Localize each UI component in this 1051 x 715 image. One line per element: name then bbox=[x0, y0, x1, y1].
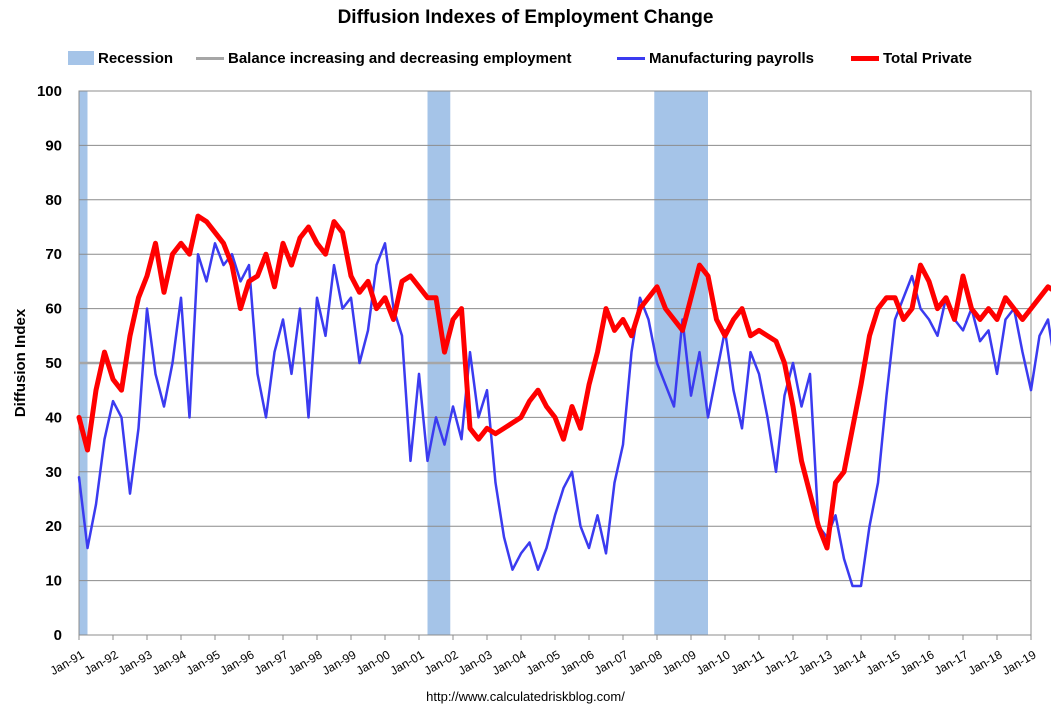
y-tick-label: 80 bbox=[45, 192, 62, 209]
x-tick-label: Jan-98 bbox=[286, 647, 325, 678]
legend-label-recession: Recession bbox=[98, 49, 174, 67]
chart-title: Diffusion Indexes of Employment Change bbox=[337, 7, 714, 28]
x-tick-label: Jan-14 bbox=[830, 647, 869, 678]
total-private-line bbox=[76, 213, 1051, 551]
source-url: http://www.calculatedriskblog.com/ bbox=[426, 689, 625, 704]
y-tick-label: 10 bbox=[45, 573, 62, 590]
x-tick-label: Jan-11 bbox=[728, 647, 766, 677]
x-tick-label: Jan-96 bbox=[218, 647, 257, 678]
manufacturing-swatch bbox=[617, 56, 645, 60]
legend-item-recession: Recession bbox=[68, 47, 173, 69]
x-tick-label: Jan-04 bbox=[490, 647, 529, 678]
x-tick-label: Jan-01 bbox=[388, 647, 427, 678]
x-tick-label: Jan-97 bbox=[252, 647, 291, 678]
balance-swatch bbox=[196, 56, 224, 60]
x-tick-label: Jan-02 bbox=[422, 647, 461, 678]
y-tick-label: 50 bbox=[45, 355, 62, 372]
legend-label-manufacturing: Manufacturing payrolls bbox=[649, 49, 815, 67]
x-tick-label: Jan-95 bbox=[184, 647, 223, 678]
x-tick-label: Jan-19 bbox=[1000, 647, 1039, 678]
x-tick-label: Jan-12 bbox=[762, 647, 801, 678]
x-tick-label: Jan-17 bbox=[932, 647, 971, 678]
x-tick-label: Jan-15 bbox=[864, 647, 903, 678]
legend-label-balance: Balance increasing and decreasing employ… bbox=[228, 49, 572, 67]
y-tick-label: 60 bbox=[45, 301, 62, 318]
y-tick-label: 30 bbox=[45, 464, 62, 481]
x-tick-label: Jan-94 bbox=[150, 647, 189, 678]
x-tick-label: Jan-91 bbox=[48, 647, 87, 678]
x-tick-label: Jan-07 bbox=[592, 647, 631, 678]
x-tick-label: Jan-13 bbox=[796, 647, 835, 678]
y-tick-label: 100 bbox=[37, 83, 62, 100]
x-tick-label: Jan-99 bbox=[320, 647, 359, 678]
x-tick-label: Jan-08 bbox=[626, 647, 665, 678]
y-tick-label: 20 bbox=[45, 518, 62, 535]
x-tick-label: Jan-06 bbox=[558, 647, 597, 678]
x-tick-label: Jan-18 bbox=[966, 647, 1005, 678]
y-tick-label: 40 bbox=[45, 409, 62, 426]
legend-label-total: Total Private bbox=[883, 49, 972, 67]
total-private-swatch bbox=[851, 55, 879, 61]
y-tick-label: 0 bbox=[54, 627, 62, 644]
x-tick-label: Jan-10 bbox=[694, 647, 733, 678]
y-tick-label: 90 bbox=[45, 137, 62, 154]
x-tick-label: Jan-92 bbox=[82, 647, 121, 678]
manufacturing-line bbox=[77, 242, 1051, 588]
x-tick-label: Jan-03 bbox=[456, 647, 495, 678]
x-tick-label: Jan-05 bbox=[524, 647, 563, 678]
legend: Recession Balance increasing and decreas… bbox=[0, 47, 1051, 69]
y-tick-label: 70 bbox=[45, 246, 62, 263]
x-tick-label: Jan-09 bbox=[660, 647, 699, 678]
y-axis-title: Diffusion Index bbox=[12, 308, 29, 417]
legend-item-total: Total Private bbox=[851, 47, 972, 69]
x-tick-label: Jan-93 bbox=[116, 647, 155, 678]
x-tick-label: Jan-16 bbox=[898, 647, 937, 678]
x-tick-label: Jan-00 bbox=[354, 647, 393, 678]
recession-swatch bbox=[68, 51, 94, 65]
legend-item-manufacturing: Manufacturing payrolls bbox=[617, 47, 814, 69]
legend-item-balance: Balance increasing and decreasing employ… bbox=[196, 47, 571, 69]
